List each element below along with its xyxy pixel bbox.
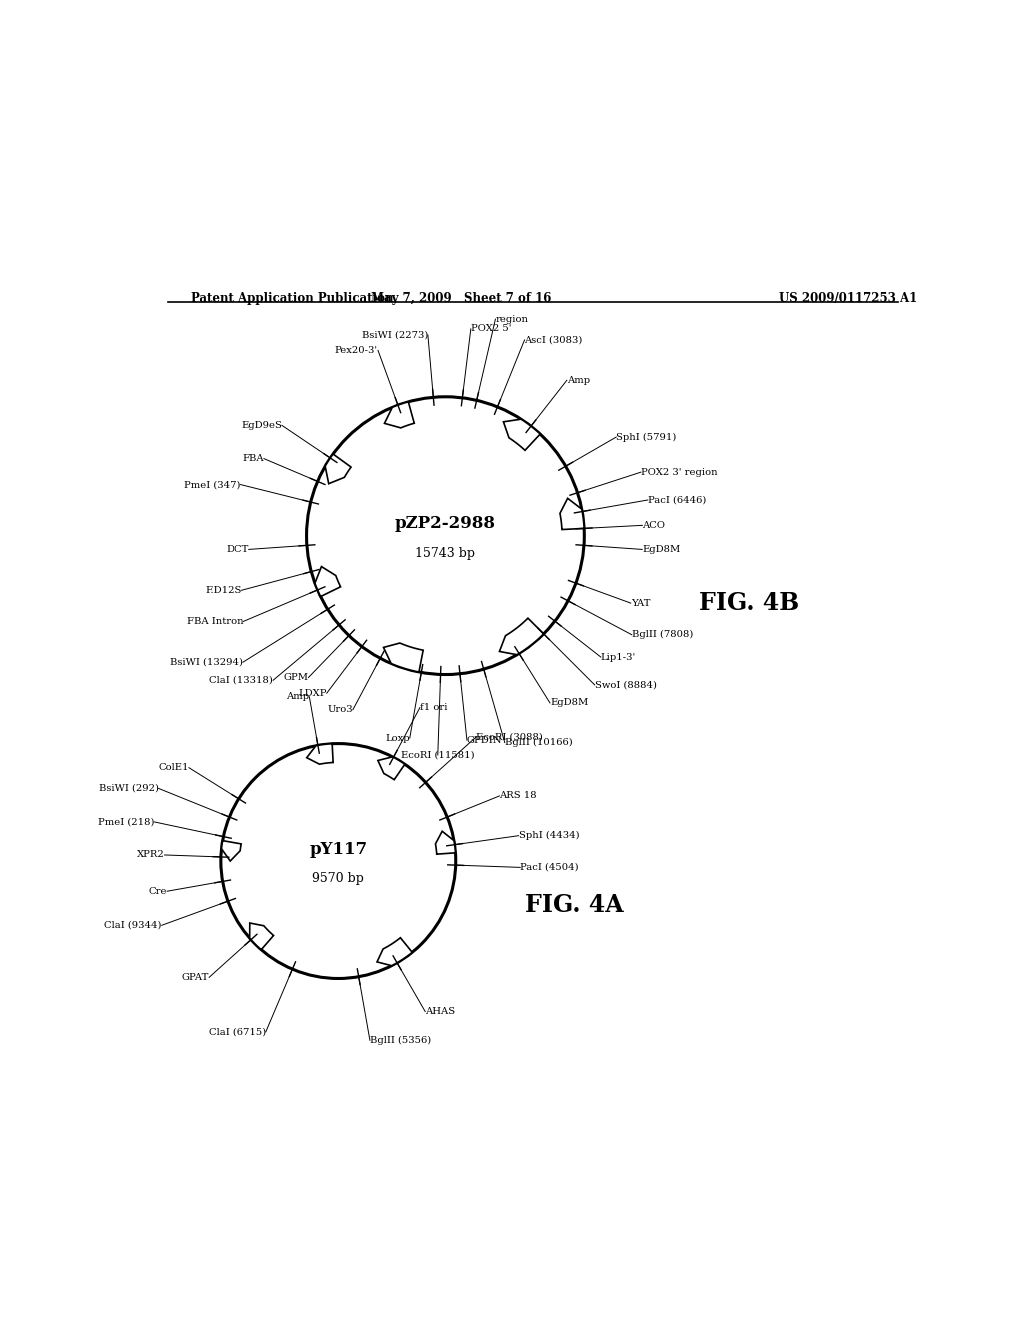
- Text: BglII (7808): BglII (7808): [632, 630, 693, 639]
- Text: GPDIN: GPDIN: [467, 735, 503, 744]
- Text: PacI (4504): PacI (4504): [520, 863, 579, 873]
- Text: ClaI (9344): ClaI (9344): [104, 921, 162, 929]
- Text: May 7, 2009   Sheet 7 of 16: May 7, 2009 Sheet 7 of 16: [371, 292, 552, 305]
- Text: EgD9eS: EgD9eS: [241, 421, 282, 430]
- Text: SphI (5791): SphI (5791): [616, 433, 677, 442]
- Text: ColE1: ColE1: [159, 763, 188, 772]
- Text: BglII (10166): BglII (10166): [505, 738, 572, 747]
- Text: region: region: [496, 314, 528, 323]
- Text: AscI (3083): AscI (3083): [524, 335, 583, 345]
- Text: BglII (5356): BglII (5356): [370, 1036, 431, 1045]
- Text: f1 ori: f1 ori: [420, 704, 447, 711]
- Text: ClaI (13318): ClaI (13318): [209, 676, 273, 685]
- Polygon shape: [500, 618, 544, 655]
- Polygon shape: [378, 756, 404, 780]
- Text: POX2 5': POX2 5': [471, 325, 511, 334]
- Text: US 2009/0117253 A1: US 2009/0117253 A1: [778, 292, 918, 305]
- Text: POX2 3' region: POX2 3' region: [641, 467, 718, 477]
- Text: 15743 bp: 15743 bp: [416, 546, 475, 560]
- Text: F.D12S: F.D12S: [205, 586, 242, 595]
- Text: GPM: GPM: [284, 673, 308, 682]
- Text: Pex20-3': Pex20-3': [335, 346, 378, 355]
- Text: Amp: Amp: [287, 692, 309, 701]
- Text: PacI (6446): PacI (6446): [648, 495, 707, 504]
- Text: AHAS: AHAS: [425, 1007, 456, 1016]
- Polygon shape: [221, 841, 241, 861]
- Text: FBA: FBA: [243, 454, 264, 463]
- Text: GPAT: GPAT: [181, 973, 209, 982]
- Text: ClaI (6715): ClaI (6715): [209, 1027, 266, 1036]
- Text: PmeI (218): PmeI (218): [98, 817, 155, 826]
- Text: 9570 bp: 9570 bp: [312, 873, 365, 884]
- Polygon shape: [250, 923, 273, 949]
- Polygon shape: [560, 498, 584, 529]
- Text: Cre: Cre: [148, 887, 167, 896]
- Text: EcoRI (3088): EcoRI (3088): [476, 733, 543, 742]
- Text: PmeI (347): PmeI (347): [184, 480, 241, 490]
- Text: Amp: Amp: [567, 376, 590, 384]
- Polygon shape: [504, 420, 540, 450]
- Text: BsiWI (13294): BsiWI (13294): [170, 657, 243, 667]
- Text: FBA Intron: FBA Intron: [186, 616, 244, 626]
- Text: SphI (4434): SphI (4434): [518, 832, 580, 841]
- Text: DCT: DCT: [226, 545, 249, 554]
- Text: FIG. 4B: FIG. 4B: [699, 591, 800, 615]
- Polygon shape: [377, 937, 413, 966]
- Polygon shape: [384, 643, 423, 672]
- Text: ARS 18: ARS 18: [500, 792, 538, 800]
- Text: ACO: ACO: [642, 521, 666, 529]
- Text: pY117: pY117: [309, 841, 368, 858]
- Text: YAT: YAT: [631, 598, 650, 607]
- Text: Patent Application Publication: Patent Application Publication: [191, 292, 394, 305]
- Text: EgD8M: EgD8M: [550, 698, 588, 708]
- Polygon shape: [384, 401, 415, 428]
- Text: BsiWI (292): BsiWI (292): [98, 784, 159, 793]
- Polygon shape: [307, 743, 333, 764]
- Text: EgD8M: EgD8M: [642, 545, 680, 554]
- Text: LDXP: LDXP: [298, 689, 327, 698]
- Text: SwoI (8884): SwoI (8884): [595, 680, 656, 689]
- Text: XPR2: XPR2: [137, 850, 165, 859]
- Polygon shape: [315, 566, 341, 597]
- Polygon shape: [435, 832, 456, 854]
- Text: FIG. 4A: FIG. 4A: [524, 892, 624, 916]
- Text: Lip1-3': Lip1-3': [601, 652, 636, 661]
- Text: EcoRI (11581): EcoRI (11581): [401, 751, 474, 759]
- Text: Uro3: Uro3: [328, 705, 353, 714]
- Text: BsiWI (2273): BsiWI (2273): [361, 330, 428, 339]
- Text: pZP2-2988: pZP2-2988: [395, 515, 496, 532]
- Polygon shape: [326, 454, 351, 483]
- Text: Loxp: Loxp: [385, 734, 410, 743]
